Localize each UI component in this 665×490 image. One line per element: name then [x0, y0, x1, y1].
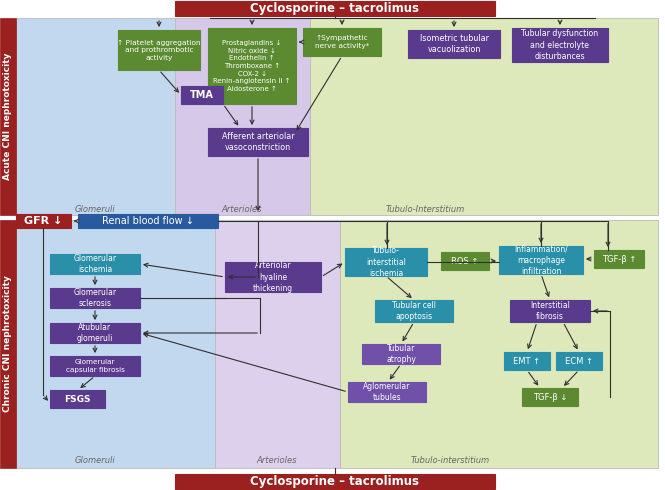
FancyBboxPatch shape: [441, 252, 489, 270]
FancyBboxPatch shape: [16, 220, 215, 468]
FancyBboxPatch shape: [0, 220, 16, 468]
Text: Atubular
glomeruli: Atubular glomeruli: [77, 323, 113, 343]
FancyBboxPatch shape: [118, 30, 200, 70]
Text: Tubulo-interstitium: Tubulo-interstitium: [410, 456, 489, 465]
Text: TGF-β ↑: TGF-β ↑: [602, 254, 636, 264]
FancyBboxPatch shape: [340, 220, 658, 468]
FancyBboxPatch shape: [175, 474, 495, 489]
FancyBboxPatch shape: [16, 18, 175, 215]
FancyBboxPatch shape: [175, 1, 495, 16]
FancyBboxPatch shape: [175, 18, 310, 215]
Text: Cyclosporine – tacrolimus: Cyclosporine – tacrolimus: [251, 2, 420, 15]
FancyBboxPatch shape: [499, 246, 583, 274]
Text: Chronic CNI nephrotoxicity: Chronic CNI nephrotoxicity: [3, 275, 13, 413]
Text: FSGS: FSGS: [65, 394, 90, 403]
Text: GFR ↓: GFR ↓: [25, 216, 63, 226]
Text: Interstitial
fibrosis: Interstitial fibrosis: [530, 301, 570, 321]
Text: Tubular cell
apoptosis: Tubular cell apoptosis: [392, 301, 436, 321]
Text: Glomerular
capsular fibrosis: Glomerular capsular fibrosis: [66, 359, 124, 373]
Text: ECM ↑: ECM ↑: [565, 357, 593, 366]
FancyBboxPatch shape: [215, 220, 340, 468]
FancyBboxPatch shape: [348, 382, 426, 402]
Text: TGF-β ↓: TGF-β ↓: [533, 392, 567, 401]
Text: Tubular
atrophy: Tubular atrophy: [386, 344, 416, 364]
FancyBboxPatch shape: [16, 214, 71, 228]
FancyBboxPatch shape: [50, 356, 140, 376]
Text: Cyclosporine – tacrolimus: Cyclosporine – tacrolimus: [251, 475, 420, 488]
FancyBboxPatch shape: [208, 28, 296, 104]
Text: ↑Sympathetic
nerve activity*: ↑Sympathetic nerve activity*: [315, 35, 369, 49]
FancyBboxPatch shape: [50, 323, 140, 343]
Text: Glomerular
sclerosis: Glomerular sclerosis: [73, 288, 116, 308]
FancyBboxPatch shape: [50, 254, 140, 274]
FancyBboxPatch shape: [594, 250, 644, 268]
FancyBboxPatch shape: [310, 18, 658, 215]
Text: Acute CNI nephrotoxicity: Acute CNI nephrotoxicity: [3, 52, 13, 180]
FancyBboxPatch shape: [510, 300, 590, 322]
Text: ROS ↑: ROS ↑: [452, 256, 479, 266]
Text: Glomerular
ischemia: Glomerular ischemia: [73, 254, 116, 274]
FancyBboxPatch shape: [50, 288, 140, 308]
Text: Arterioles: Arterioles: [257, 456, 297, 465]
FancyBboxPatch shape: [556, 352, 602, 370]
FancyBboxPatch shape: [522, 388, 578, 406]
FancyBboxPatch shape: [0, 18, 16, 215]
Text: Tubulo-
interstitial
ischemia: Tubulo- interstitial ischemia: [366, 246, 406, 278]
Text: Glomeruli: Glomeruli: [74, 456, 115, 465]
FancyBboxPatch shape: [208, 128, 308, 156]
Text: Afferent arteriolar
vasoconstriction: Afferent arteriolar vasoconstriction: [221, 132, 295, 152]
Text: ↑ Platelet aggregation
and prothrombotic
activity: ↑ Platelet aggregation and prothrombotic…: [117, 39, 201, 61]
Text: Tubulo-Interstitium: Tubulo-Interstitium: [386, 204, 465, 214]
Text: Tubular dysfunction
and electrolyte
disturbances: Tubular dysfunction and electrolyte dist…: [521, 29, 598, 61]
FancyBboxPatch shape: [181, 86, 223, 104]
FancyBboxPatch shape: [345, 248, 427, 276]
Text: Renal blood flow ↓: Renal blood flow ↓: [102, 216, 194, 226]
Text: Arterioles: Arterioles: [221, 204, 262, 214]
Text: Arteriolar
hyaline
thickening: Arteriolar hyaline thickening: [253, 261, 293, 293]
Text: Inflammation/
macrophage
infiltration: Inflammation/ macrophage infiltration: [514, 245, 568, 275]
FancyBboxPatch shape: [78, 214, 218, 228]
FancyBboxPatch shape: [303, 28, 381, 56]
FancyBboxPatch shape: [225, 262, 321, 292]
Text: Glomeruli: Glomeruli: [74, 204, 115, 214]
Text: TMA: TMA: [190, 90, 214, 100]
FancyBboxPatch shape: [408, 30, 500, 58]
Text: Prostaglandins ↓
Nitric oxide ↓
Endothelin ↑
Thromboxane ↑
COX-2 ↓
Renin-angiote: Prostaglandins ↓ Nitric oxide ↓ Endothel…: [213, 40, 291, 92]
FancyBboxPatch shape: [362, 344, 440, 364]
FancyBboxPatch shape: [375, 300, 453, 322]
FancyBboxPatch shape: [504, 352, 550, 370]
Text: Aglomerular
tubules: Aglomerular tubules: [363, 382, 411, 402]
Text: EMT ↑: EMT ↑: [513, 357, 541, 366]
Text: Isometric tubular
vacuolization: Isometric tubular vacuolization: [420, 34, 489, 54]
FancyBboxPatch shape: [512, 28, 608, 62]
FancyBboxPatch shape: [50, 390, 105, 408]
